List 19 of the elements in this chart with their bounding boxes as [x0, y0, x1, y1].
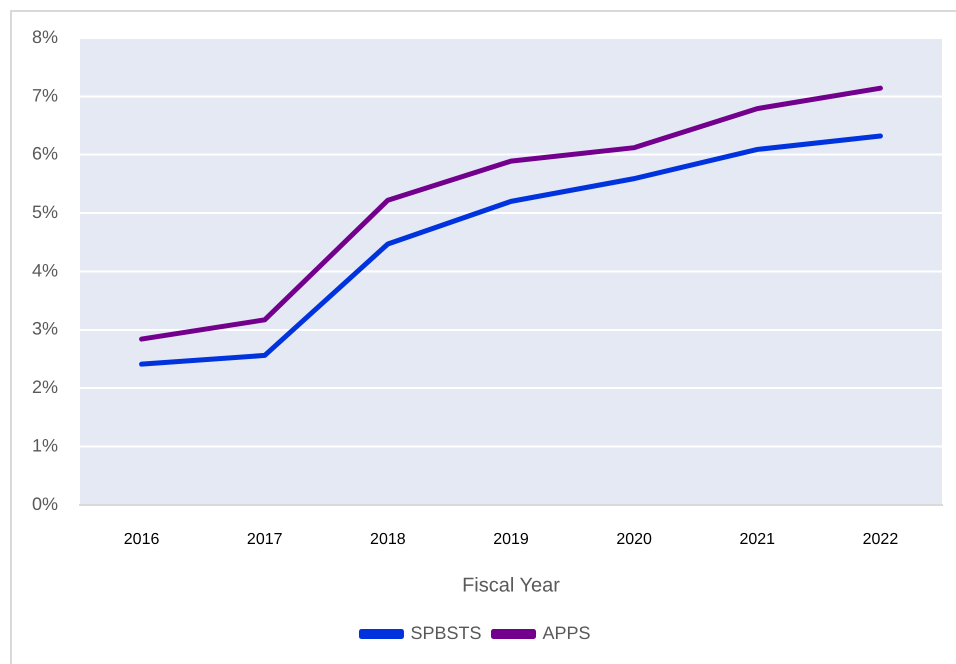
legend-label: SPBSTS [410, 622, 482, 643]
y-tick-label: 0% [32, 494, 58, 514]
x-tick-label: 2022 [862, 530, 898, 548]
y-tick-label: 6% [32, 144, 58, 164]
y-tick-label: 2% [32, 377, 58, 398]
y-tick-label: 3% [32, 318, 58, 339]
legend-label: APPS [542, 622, 591, 643]
y-tick-label: 7% [32, 85, 58, 106]
y-tick-label: 5% [32, 202, 58, 222]
x-tick-label: 2017 [246, 530, 283, 548]
y-tick-label: 4% [32, 260, 58, 280]
x-tick-label: 2018 [370, 530, 406, 548]
x-tick-label: 2020 [616, 530, 652, 548]
x-tick-label: 2019 [493, 530, 529, 548]
x-tick-label: 2021 [739, 530, 776, 548]
x-tick-label: 2016 [124, 530, 160, 548]
y-tick-label: 8% [32, 26, 58, 47]
x-axis-title: Fiscal Year [462, 574, 560, 597]
y-tick-label: 1% [32, 435, 58, 456]
